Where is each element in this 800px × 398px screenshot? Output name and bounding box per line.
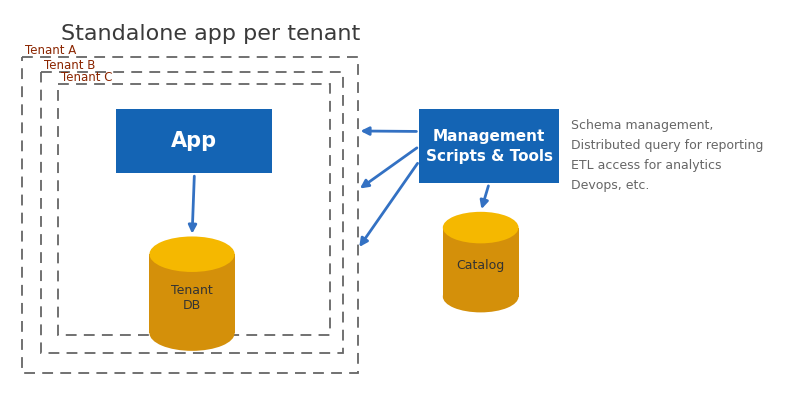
Bar <box>116 109 273 174</box>
Text: Catalog: Catalog <box>457 259 505 272</box>
Bar <box>419 109 559 183</box>
Ellipse shape <box>443 212 518 243</box>
Text: App: App <box>171 131 218 151</box>
Text: Standalone app per tenant: Standalone app per tenant <box>62 24 361 45</box>
Ellipse shape <box>150 315 234 351</box>
Text: Tenant
DB: Tenant DB <box>171 284 213 312</box>
Bar <box>443 228 518 297</box>
Text: Management
Scripts & Tools: Management Scripts & Tools <box>426 129 553 164</box>
Bar <box>41 72 343 353</box>
Ellipse shape <box>443 281 518 312</box>
Text: Tenant B: Tenant B <box>45 59 96 72</box>
Text: Tenant C: Tenant C <box>62 70 113 84</box>
Text: Schema management,
Distributed query for reporting
ETL access for analytics
Devo: Schema management, Distributed query for… <box>570 119 763 192</box>
Bar <box>22 57 358 373</box>
Ellipse shape <box>150 236 234 272</box>
Bar <box>150 254 234 333</box>
Text: Tenant A: Tenant A <box>25 44 76 57</box>
Bar <box>58 84 330 335</box>
